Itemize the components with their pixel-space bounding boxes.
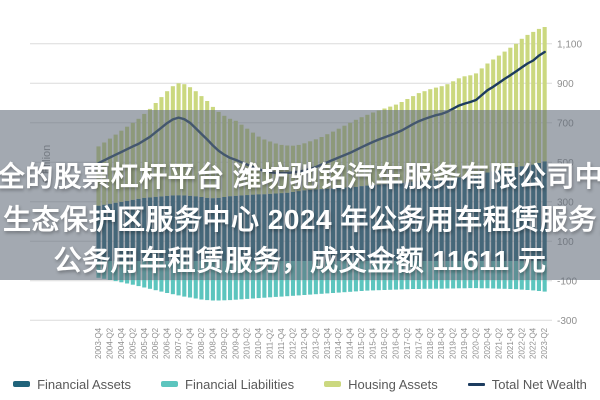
legend-label: Housing Assets: [348, 376, 438, 392]
svg-text:2013-Q2: 2013-Q2: [311, 327, 320, 359]
svg-text:2014-Q2: 2014-Q2: [334, 327, 343, 359]
legend-item-housing-assets: Housing Assets: [324, 377, 438, 392]
svg-text:2021-Q4: 2021-Q4: [506, 327, 515, 359]
svg-text:2016-Q2: 2016-Q2: [380, 327, 389, 359]
svg-text:2018-Q2: 2018-Q2: [426, 327, 435, 359]
svg-text:2007-Q4: 2007-Q4: [186, 327, 195, 359]
svg-text:2012-Q4: 2012-Q4: [300, 327, 309, 359]
chart-legend: Financial Assets Financial Liabilities Hou…: [0, 372, 600, 396]
legend-item-total-net-wealth: Total Net Wealth: [467, 376, 587, 392]
svg-text:2016-Q4: 2016-Q4: [391, 327, 400, 359]
legend-label: Financial Liabilities: [185, 376, 295, 392]
svg-text:2018-Q4: 2018-Q4: [437, 327, 446, 359]
svg-text:2017-Q4: 2017-Q4: [414, 327, 423, 359]
svg-text:-100: -100: [557, 276, 577, 287]
svg-text:2008-Q4: 2008-Q4: [208, 327, 217, 359]
svg-text:900: 900: [557, 79, 574, 90]
svg-text:2011-Q2: 2011-Q2: [266, 328, 275, 359]
svg-text:2022-Q2: 2022-Q2: [517, 327, 526, 359]
svg-text:2020-Q4: 2020-Q4: [483, 327, 492, 359]
svg-text:2014-Q4: 2014-Q4: [346, 327, 355, 359]
svg-text:2020-Q2: 2020-Q2: [472, 327, 481, 359]
legend-swatch-icon: [467, 382, 485, 386]
svg-text:2013-Q4: 2013-Q4: [323, 327, 332, 359]
svg-text:2004-Q4: 2004-Q4: [117, 327, 126, 359]
svg-text:2005-Q2: 2005-Q2: [128, 327, 137, 359]
legend-swatch-icon: [161, 381, 179, 387]
legend-swatch-icon: [13, 381, 31, 387]
svg-text:2011-Q4: 2011-Q4: [277, 328, 286, 359]
svg-text:2009-Q2: 2009-Q2: [220, 327, 229, 359]
svg-text:-300: -300: [557, 316, 577, 327]
legend-label: Total Net Wealth: [491, 376, 587, 392]
svg-text:2006-Q2: 2006-Q2: [151, 327, 160, 359]
svg-text:2004-Q2: 2004-Q2: [105, 327, 114, 359]
legend-item-financial-liabilities: Financial Liabilities: [161, 377, 294, 392]
svg-text:2005-Q4: 2005-Q4: [140, 327, 149, 359]
svg-text:2010-Q4: 2010-Q4: [254, 327, 263, 359]
svg-text:2023-Q2: 2023-Q2: [540, 327, 549, 359]
svg-text:2015-Q2: 2015-Q2: [357, 327, 366, 359]
svg-text:2008-Q2: 2008-Q2: [197, 327, 206, 359]
svg-text:2019-Q4: 2019-Q4: [460, 327, 469, 359]
svg-text:2007-Q2: 2007-Q2: [174, 327, 183, 359]
legend-label: Financial Assets: [37, 376, 132, 392]
svg-text:2006-Q4: 2006-Q4: [163, 327, 172, 359]
overlay-text-line-2: 生态保护区服务中心 2024 年公务用车租赁服务，成交金额 11611 元: [3, 204, 600, 235]
svg-text:2012-Q2: 2012-Q2: [289, 327, 298, 359]
svg-text:2022-Q4: 2022-Q4: [529, 327, 538, 359]
svg-text:2019-Q2: 2019-Q2: [449, 327, 458, 359]
svg-text:2021-Q2: 2021-Q2: [494, 327, 503, 359]
svg-text:1,100: 1,100: [557, 39, 582, 50]
svg-text:2015-Q4: 2015-Q4: [369, 327, 378, 359]
svg-text:2010-Q2: 2010-Q2: [243, 327, 252, 359]
x-axis-labels: 2003-Q4 2004-Q2 2004-Q4 2005-Q2 2005-Q4 2006-…: [94, 327, 549, 359]
svg-text:2017-Q2: 2017-Q2: [403, 327, 412, 359]
svg-text:2009-Q4: 2009-Q4: [231, 327, 240, 359]
legend-item-financial-assets: Financial Assets: [13, 377, 131, 392]
overlay-text-line-3: 公务用车租赁服务，成交金额 11611 元: [53, 245, 547, 276]
gray-overlay-band: [0, 110, 600, 280]
overlay-text-line-1: 安全的股票杠杆平台 潍坊驰铭汽车服务有限公司中标: [0, 161, 600, 192]
svg-text:2003-Q4: 2003-Q4: [94, 327, 103, 359]
legend-swatch-icon: [324, 381, 342, 387]
